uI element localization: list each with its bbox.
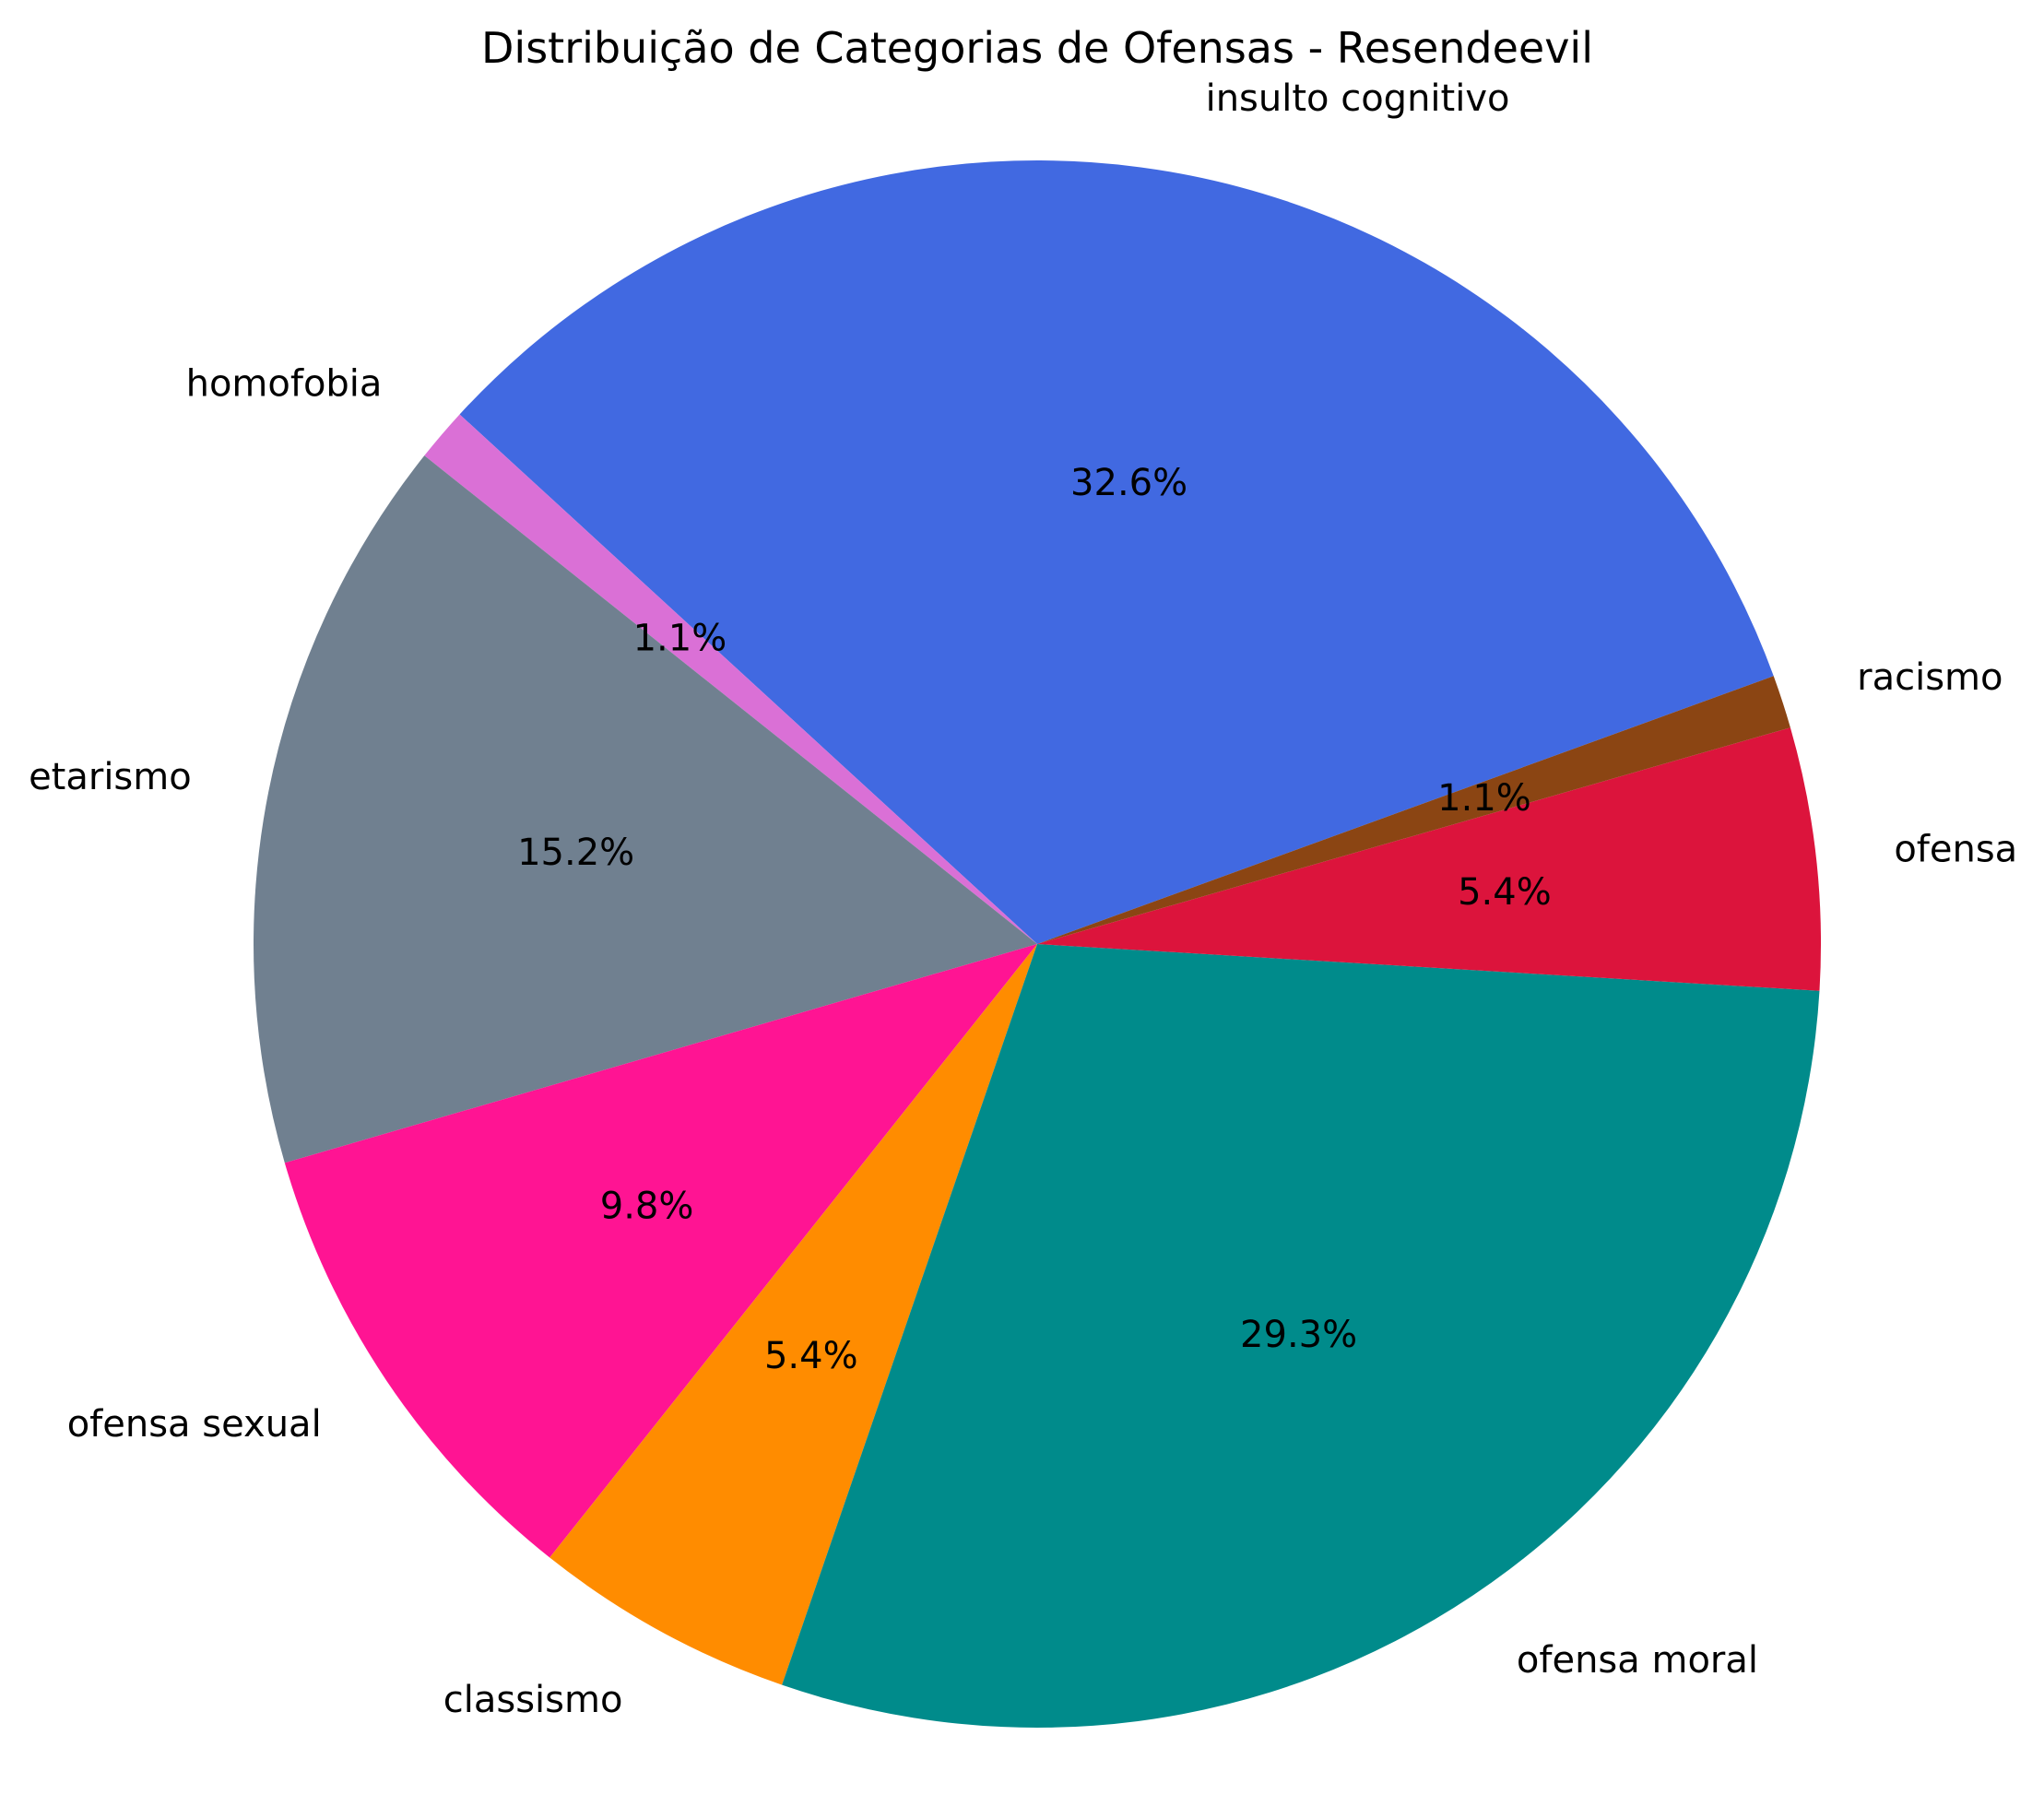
slice-percent-homofobia: 1.1% bbox=[633, 618, 727, 660]
slice-label-etarismo: etarismo bbox=[29, 756, 192, 798]
slice-label-ofensa-sexual: ofensa sexual bbox=[67, 1403, 322, 1446]
slice-percent-ofensa-moral: 29.3% bbox=[1240, 1314, 1357, 1356]
slice-label-ofensa-moral: ofensa moral bbox=[1517, 1639, 1758, 1682]
pie-slice-insulto-cognitivo bbox=[459, 160, 1774, 945]
slice-label-insulto-cognitivo: insulto cognitivo bbox=[1206, 77, 1510, 120]
pie-slice-ofensa-moral bbox=[782, 944, 1820, 1728]
slice-percent-racismo: 1.1% bbox=[1437, 777, 1531, 820]
pie-slice-etarismo bbox=[254, 455, 1037, 1163]
pie-slice-racismo bbox=[1037, 676, 1790, 944]
slice-percent-classismo: 5.4% bbox=[764, 1335, 858, 1377]
pie-slices bbox=[254, 160, 1821, 1728]
slice-label-racismo: racismo bbox=[1857, 656, 2003, 699]
slice-percent-ofensa-sexual: 9.8% bbox=[600, 1185, 694, 1227]
pie-slice-ofensa bbox=[1037, 727, 1821, 991]
pie-slice-classismo bbox=[549, 944, 1037, 1685]
pie-percentages: 32.6% 1.1% 15.2% 9.8% 5.4% 29.3% 5.4% 1.1% bbox=[517, 462, 1552, 1377]
slice-percent-ofensa: 5.4% bbox=[1458, 871, 1552, 914]
slice-percent-etarismo: 15.2% bbox=[517, 832, 634, 874]
pie-slice-ofensa-sexual bbox=[284, 944, 1037, 1558]
pie-slice-homofobia bbox=[424, 414, 1037, 944]
slice-label-classismo: classismo bbox=[443, 1679, 623, 1721]
slice-label-ofensa: ofensa bbox=[1894, 828, 2017, 870]
slice-percent-insulto-cognitivo: 32.6% bbox=[1070, 462, 1187, 504]
slice-label-homofobia: homofobia bbox=[186, 362, 383, 405]
chart-title: Distribuição de Categorias de Ofensas - … bbox=[481, 23, 1593, 73]
pie-labels: insulto cognitivo homofobia etarismo ofensa… bbox=[29, 77, 2017, 1721]
